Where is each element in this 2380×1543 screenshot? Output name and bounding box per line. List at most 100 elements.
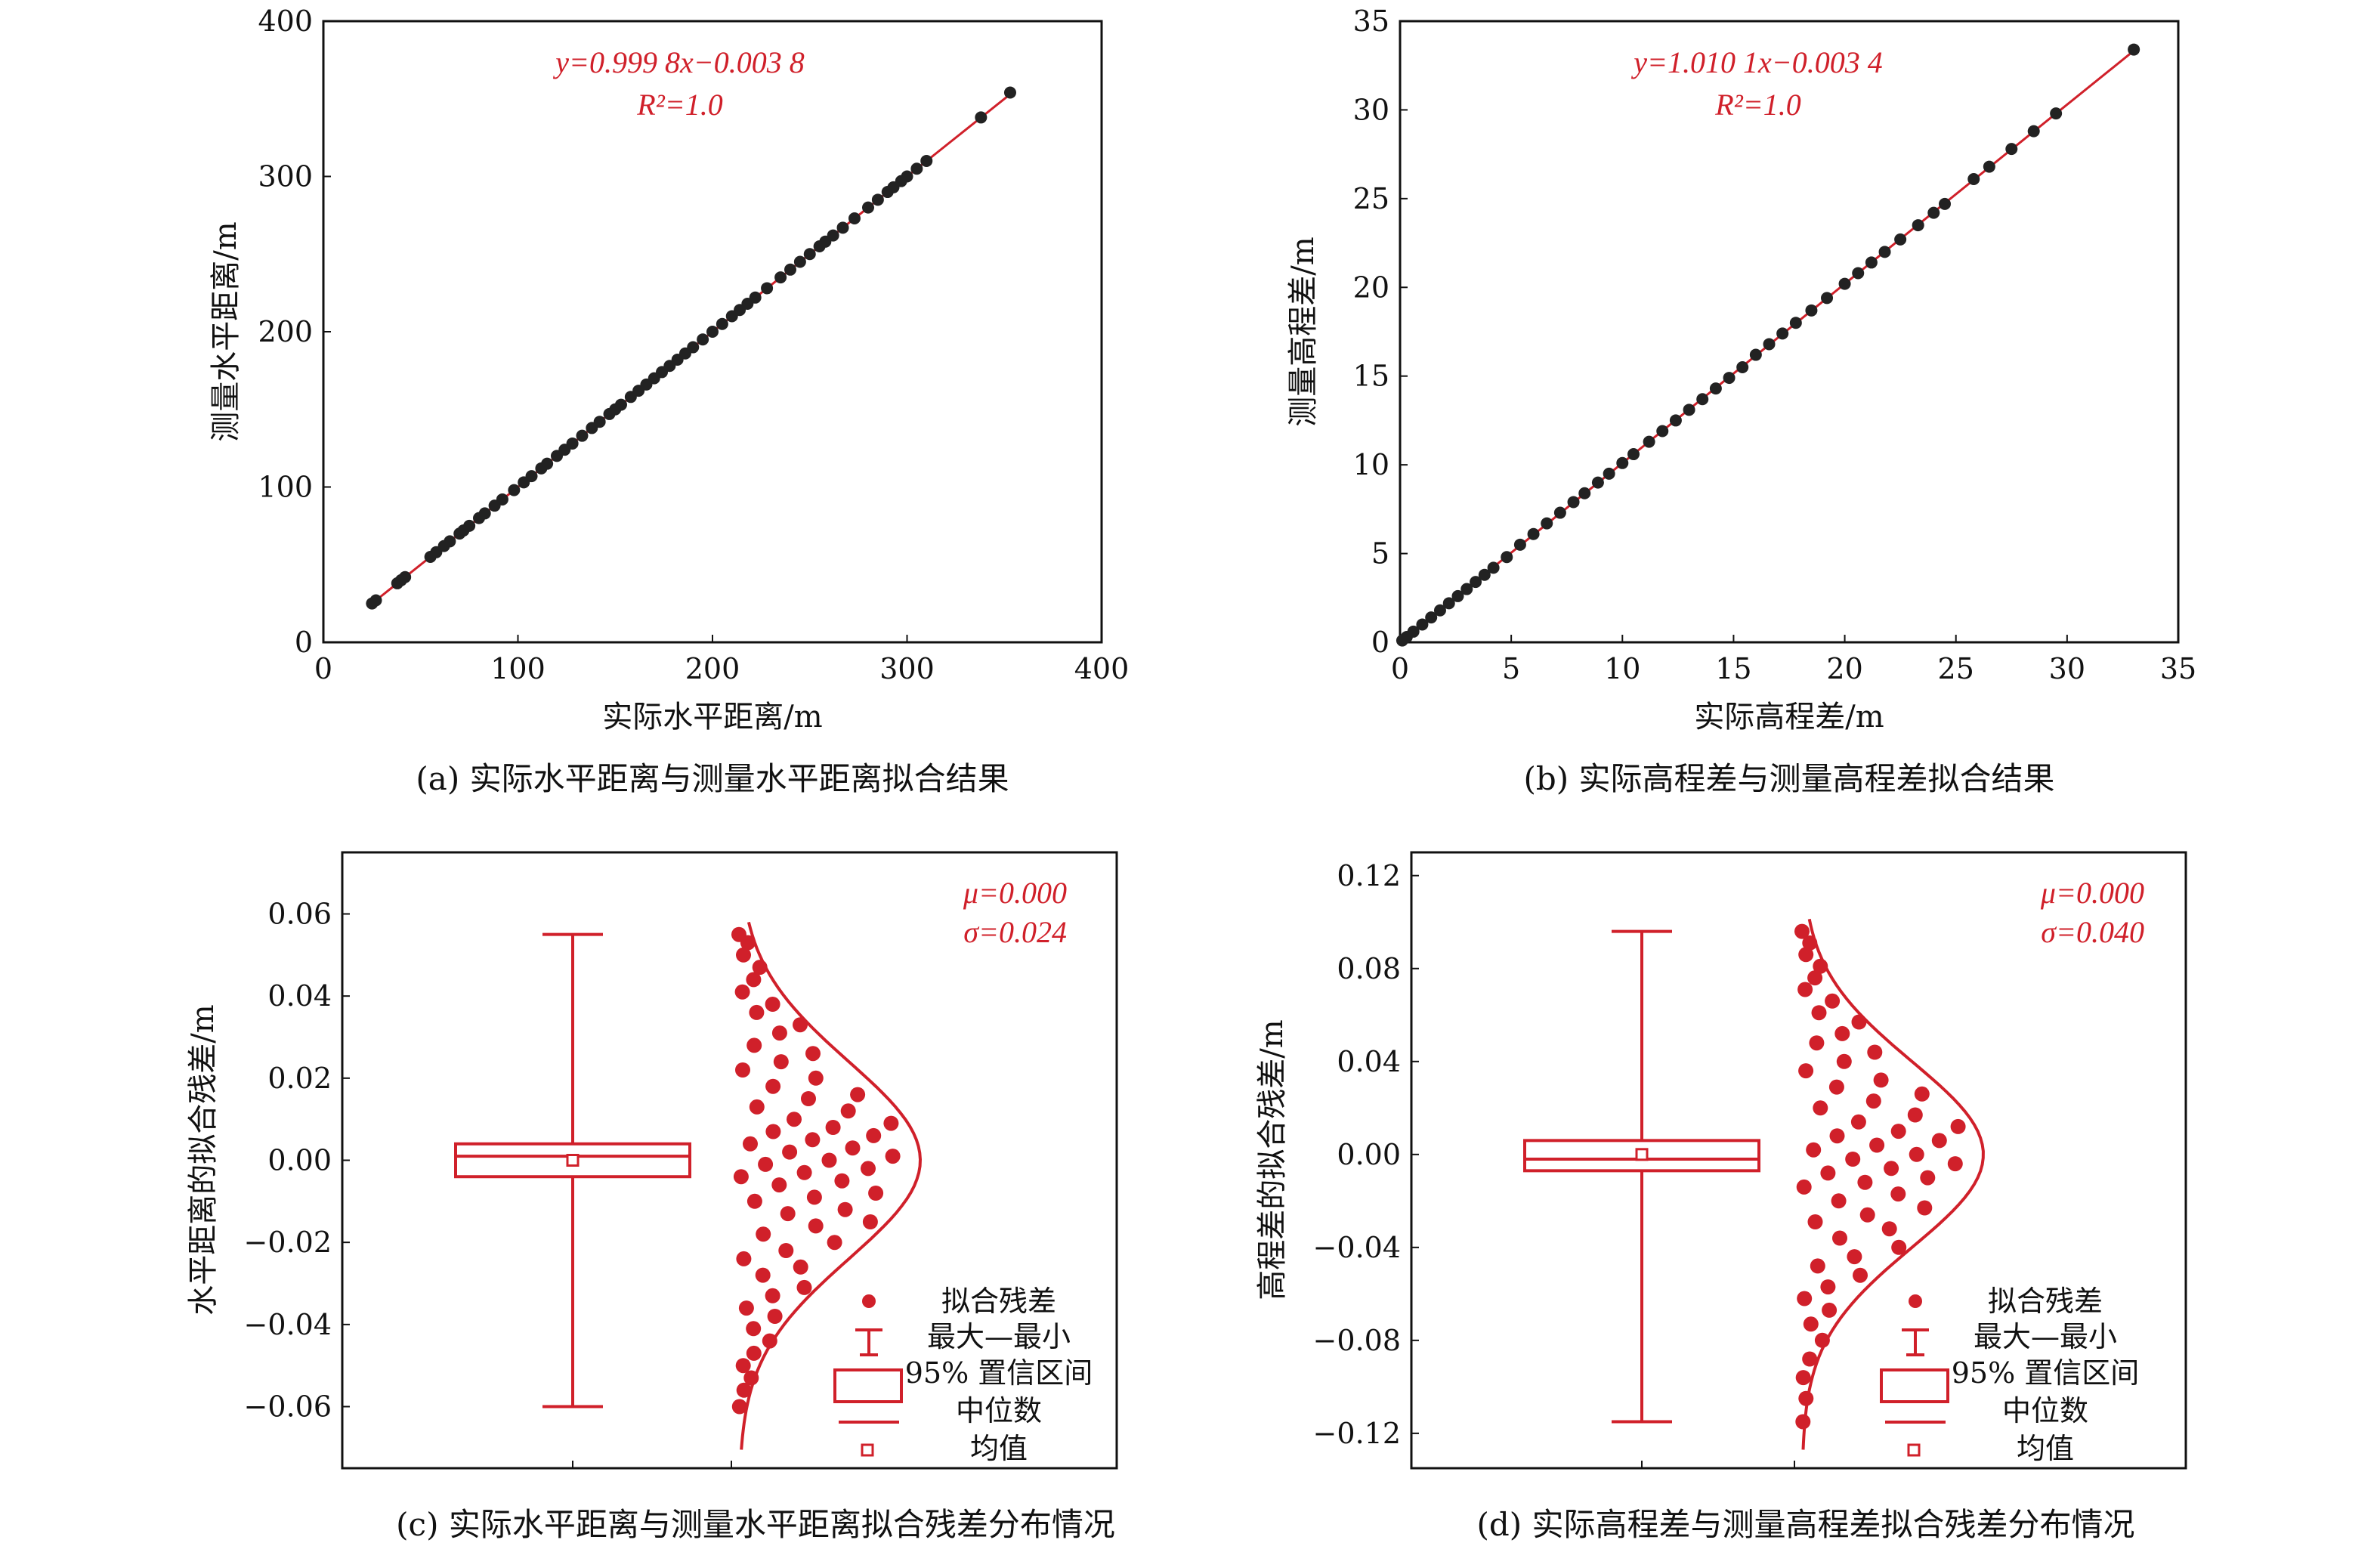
residual-point — [773, 1054, 789, 1070]
residual-point — [793, 1259, 808, 1275]
data-point — [1643, 435, 1655, 448]
y-tick-label: 0.00 — [1337, 1138, 1401, 1171]
legend-points-label: 拟合残差 — [1988, 1285, 2103, 1318]
residual-point — [736, 1382, 752, 1398]
data-point — [716, 317, 728, 330]
x-tick-label: 100 — [490, 652, 546, 685]
residual-point — [1802, 935, 1818, 951]
data-point — [1683, 404, 1695, 416]
residual-point — [755, 1267, 771, 1283]
data-point — [1442, 597, 1455, 610]
data-point — [1567, 496, 1580, 509]
residual-point — [806, 1189, 822, 1205]
residual-point — [736, 1251, 752, 1266]
data-point — [761, 282, 774, 295]
panel-c: −0.06 −0.04 −0.02 0.00 0.02 0.04 0.06 — [244, 898, 923, 1468]
ylabel-b: 测量高程差/m — [1286, 237, 1321, 426]
x-tick-label: 35 — [2160, 652, 2196, 685]
data-point — [827, 229, 839, 242]
data-point — [1656, 425, 1669, 438]
residual-point — [1797, 1291, 1813, 1306]
data-point — [1894, 233, 1907, 246]
data-point — [687, 341, 700, 354]
legend-median-label: 中位数 — [956, 1394, 1042, 1427]
legend-mean-icon — [1907, 1443, 1921, 1457]
data-point — [1776, 327, 1789, 340]
mean-marker — [1635, 1148, 1649, 1161]
data-point — [2027, 125, 2040, 138]
x-tick-label: 300 — [879, 652, 935, 685]
mu-label-d: μ=0.000 — [2040, 876, 2144, 910]
panel-b: 0 5 10 15 20 25 30 35 0 5 10 15 20 25 30 35 — [1353, 5, 2197, 685]
residual-point — [787, 1112, 802, 1127]
x-tick-label: 15 — [1715, 652, 1751, 685]
residual-point — [1820, 1279, 1836, 1295]
data-point — [1878, 246, 1891, 258]
residual-point — [740, 935, 756, 951]
panel-a: 0 100 200 300 400 0 100 200 300 400 — [258, 5, 1129, 685]
data-point — [2005, 143, 2018, 156]
residual-point — [837, 1201, 853, 1217]
data-point — [478, 507, 491, 520]
mu-label-c: μ=0.000 — [963, 876, 1067, 910]
residual-point — [1891, 1239, 1907, 1255]
y-tick-label: 0.00 — [267, 1144, 332, 1177]
data-point — [1460, 583, 1473, 595]
xlabel-a: 实际水平距离/m — [602, 700, 822, 734]
sigma-label-d: σ=0.040 — [2041, 915, 2144, 949]
data-point — [1821, 292, 1834, 305]
residual-point — [840, 1103, 856, 1119]
data-point — [871, 193, 884, 206]
y-tick-label: 30 — [1353, 93, 1389, 126]
y-tick-label: 0.04 — [267, 979, 332, 1013]
residual-point — [1884, 1161, 1899, 1177]
residual-point — [868, 1186, 884, 1201]
residual-point — [1798, 1390, 1814, 1406]
residual-point — [778, 1243, 794, 1258]
data-point — [614, 398, 627, 411]
x-tick-label: 25 — [1938, 652, 1974, 685]
legend-d: 拟合残差 最大—最小 95% 置信区间 中位数 均值 — [1880, 1285, 2139, 1465]
residual-point — [1796, 1179, 1812, 1195]
residual-point — [1834, 1025, 1850, 1041]
data-point — [399, 571, 412, 583]
residual-point — [1917, 1200, 1933, 1216]
x-tick-label: 400 — [1074, 652, 1130, 685]
residual-point — [1853, 1267, 1868, 1283]
ylabel-d: 高程差的拟合残差/m — [1255, 1019, 1290, 1300]
data-point — [2128, 43, 2140, 56]
legend-mean-icon — [861, 1443, 874, 1457]
residual-point — [1828, 1079, 1844, 1095]
x-tick-label: 5 — [1502, 652, 1520, 685]
legend-box-icon — [833, 1368, 903, 1403]
residual-point — [825, 1120, 841, 1135]
plot-frame-d — [1410, 851, 2187, 1470]
data-point — [1578, 487, 1591, 499]
legend-box-icon — [1880, 1368, 1949, 1403]
residual-point — [866, 1127, 882, 1143]
residual-point — [765, 1124, 781, 1139]
legend-median-label: 中位数 — [2002, 1394, 2088, 1427]
y-tick-label: −0.06 — [244, 1390, 332, 1424]
data-point — [1865, 256, 1878, 269]
data-point — [901, 170, 913, 183]
data-point — [1749, 348, 1762, 361]
fit-equation-a: y=0.999 8x−0.003 8 — [552, 45, 805, 79]
residual-point — [1820, 1165, 1836, 1181]
residual-point — [1920, 1170, 1936, 1186]
y-tick-label: −0.12 — [1313, 1417, 1401, 1450]
x-tick-label: 30 — [2049, 652, 2085, 685]
data-point — [1470, 576, 1482, 589]
residual-point — [1873, 1072, 1889, 1088]
residual-point — [805, 1132, 821, 1148]
data-point — [2050, 107, 2063, 120]
residual-point — [1857, 1174, 1873, 1190]
residual-point — [746, 1345, 762, 1361]
residual-point — [883, 1115, 899, 1131]
residual-point — [743, 1136, 758, 1152]
mean-marker — [566, 1154, 580, 1167]
residual-point — [808, 1218, 824, 1234]
normal-curve — [1801, 918, 1985, 1450]
residual-point — [808, 1070, 824, 1086]
